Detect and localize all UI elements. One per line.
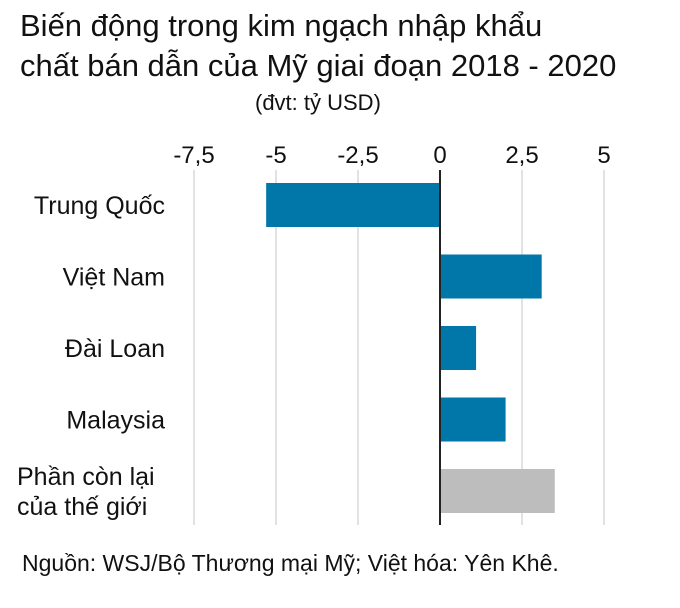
unit-label: (đvt: tỷ USD) bbox=[255, 90, 381, 115]
x-tick-label: 2,5 bbox=[505, 142, 538, 169]
bar bbox=[440, 397, 506, 442]
x-tick-label: 0 bbox=[433, 142, 446, 169]
category-label: của thế giới bbox=[17, 493, 147, 521]
chart-title-line-2: chất bán dẫn của Mỹ giai đoạn 2018 - 202… bbox=[20, 48, 617, 83]
chart-title-line-1: Biến động trong kim ngạch nhập khẩu bbox=[20, 8, 543, 43]
category-label: Malaysia bbox=[66, 407, 165, 435]
x-tick-label: -7,5 bbox=[173, 142, 214, 169]
category-label: Đài Loan bbox=[65, 335, 165, 363]
bar bbox=[440, 326, 477, 370]
bar bbox=[266, 183, 440, 227]
x-tick-label: -5 bbox=[265, 142, 286, 169]
bar bbox=[440, 254, 542, 299]
x-tick-label: -2,5 bbox=[337, 142, 378, 169]
source-note: Nguồn: WSJ/Bộ Thương mại Mỹ; Việt hóa: Y… bbox=[22, 550, 559, 576]
chart-title: Biến động trong kim ngạch nhập khẩu chất… bbox=[20, 6, 616, 86]
category-label: Trung Quốc bbox=[34, 192, 165, 220]
category-label: Việt Nam bbox=[63, 264, 165, 292]
bar bbox=[440, 469, 555, 513]
x-tick-label: 5 bbox=[597, 142, 610, 169]
category-label: Phần còn lại bbox=[17, 463, 155, 491]
